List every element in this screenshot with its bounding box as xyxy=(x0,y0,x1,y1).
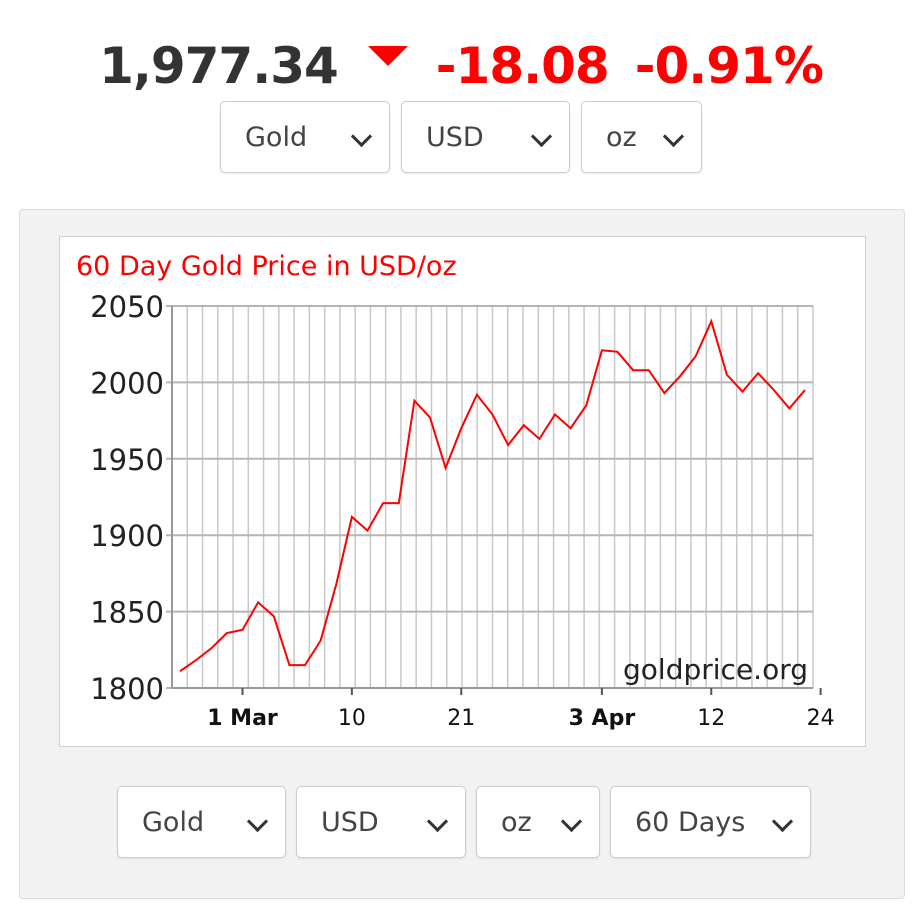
y-tick-label: 1850 xyxy=(90,596,164,630)
chevron-down-icon xyxy=(771,810,794,833)
x-tick-label: 21 xyxy=(447,706,475,731)
price-change: -18.08 xyxy=(435,37,610,95)
current-price: 1,977.34 xyxy=(99,37,339,95)
top-currency-select[interactable]: USD xyxy=(401,101,570,173)
bottom-metal-select-value: Gold xyxy=(142,806,205,838)
chevron-down-icon xyxy=(560,810,583,833)
chart-watermark: goldprice.org xyxy=(623,653,808,686)
price-change-percent: -0.91% xyxy=(634,37,824,95)
x-tick-label: 1 Mar xyxy=(207,706,278,731)
chevron-down-icon xyxy=(530,125,553,148)
chevron-down-icon xyxy=(426,810,449,833)
chart-title: 60 Day Gold Price in USD/oz xyxy=(76,251,457,282)
series-line-gold-price xyxy=(179,318,806,673)
y-tick-label: 2050 xyxy=(90,290,164,324)
y-axis-ticks: 2050 2000 1950 1900 1850 1800 xyxy=(90,290,164,706)
x-tick-label: 12 xyxy=(697,706,725,731)
x-tick-label: 24 xyxy=(807,706,835,731)
y-tick-label: 1900 xyxy=(90,519,164,553)
y-tick-label: 1800 xyxy=(90,672,164,706)
y-tick-label: 2000 xyxy=(90,366,164,400)
bottom-currency-select-value: USD xyxy=(321,806,379,838)
y-tick-label: 1950 xyxy=(90,443,164,477)
chevron-down-icon xyxy=(662,125,685,148)
top-unit-select-value: oz xyxy=(606,121,637,153)
price-header: 1,977.34 -18.08 -0.91% xyxy=(0,36,922,96)
bottom-range-select-value: 60 Days xyxy=(635,806,746,838)
x-tick-label: 3 Apr xyxy=(569,706,636,731)
bottom-metal-select[interactable]: Gold xyxy=(117,786,286,858)
bottom-unit-select-value: oz xyxy=(501,806,532,838)
top-unit-select[interactable]: oz xyxy=(581,101,702,173)
chart-grid xyxy=(166,305,814,689)
down-triangle-icon xyxy=(367,46,408,66)
chevron-down-icon xyxy=(246,810,269,833)
x-tick-label: 10 xyxy=(338,706,366,731)
x-axis-ticks: 1 Mar 10 21 3 Apr 12 24 xyxy=(207,688,835,731)
top-metal-select[interactable]: Gold xyxy=(220,101,390,173)
bottom-unit-select[interactable]: oz xyxy=(476,786,600,858)
chart-container: 2050 2000 1950 1900 1850 1800 1 Mar 10 21 3 Apr 1… xyxy=(59,236,866,747)
top-metal-select-value: Gold xyxy=(245,121,308,153)
bottom-currency-select[interactable]: USD xyxy=(296,786,466,858)
top-currency-select-value: USD xyxy=(426,121,484,153)
bottom-range-select[interactable]: 60 Days xyxy=(610,786,811,858)
chevron-down-icon xyxy=(350,125,373,148)
